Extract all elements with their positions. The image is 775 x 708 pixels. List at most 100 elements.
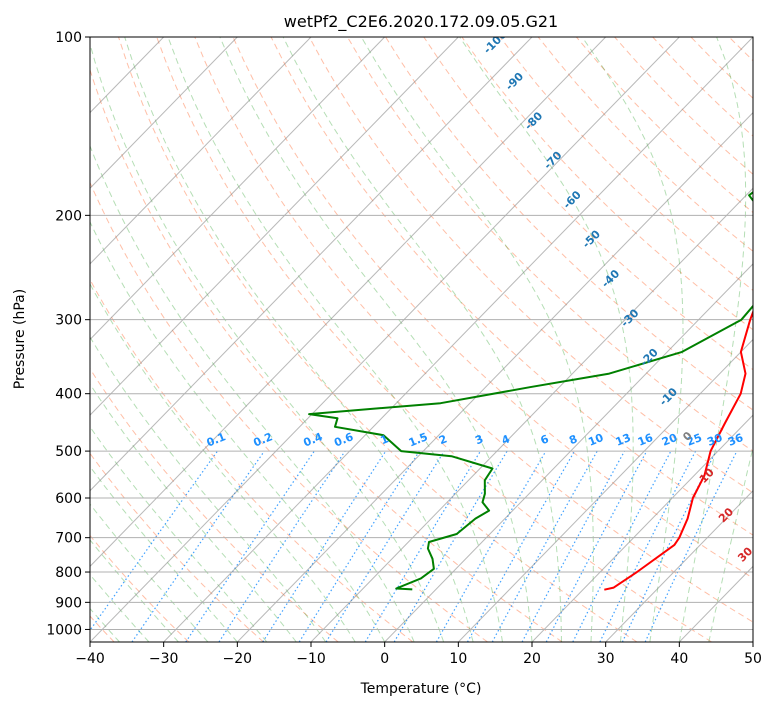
mixing-ratio-label: 0.4 <box>302 430 325 449</box>
moist-adiabat-line <box>90 282 356 642</box>
isotherm-line <box>90 37 607 568</box>
line-labels: 0.1 0.2 0.4 0.6 1 1.5 2 3 4 6 8 10 13 16 20 25 30 36 -100 -… <box>205 28 775 604</box>
dry-adiabat-line <box>90 181 488 642</box>
mixing-ratio-line <box>491 450 598 642</box>
mixing-ratio-line <box>644 450 738 642</box>
x-tick-label: 10 <box>449 651 467 667</box>
moist-adiabat-line <box>708 445 753 642</box>
moist-adiabat-label: -20 <box>638 346 661 369</box>
moist-adiabat-line <box>282 37 562 642</box>
y-tick-label: 400 <box>55 387 82 403</box>
mixing-ratio-label: 3 <box>473 432 485 447</box>
moist-adiabat-line <box>90 503 209 642</box>
dry-adiabat-line <box>194 37 753 623</box>
moist-adiabat-label: -60 <box>561 188 584 211</box>
mixing-ratio-label: 13 <box>614 431 633 449</box>
mixing-ratio-line <box>325 450 445 642</box>
dry-adiabat-line <box>90 534 190 642</box>
moist-adiabat-line <box>581 37 684 642</box>
mixing-ratio-label: 0.6 <box>332 430 355 449</box>
isotherm-line <box>236 111 753 642</box>
moist-adiabat-line <box>90 425 268 642</box>
isotherm-line <box>90 37 238 189</box>
mixing-ratio-line <box>466 450 576 642</box>
y-tick-label: 300 <box>55 313 82 329</box>
dry-adiabat-line <box>90 452 264 642</box>
mixing-ratio-label: 16 <box>636 431 655 449</box>
isotherm-line <box>163 37 753 642</box>
dry-adiabat-line <box>347 37 753 452</box>
dry-adiabat-line <box>232 37 753 579</box>
dry-adiabat-line <box>308 37 753 494</box>
mixing-ratio-label: 1.5 <box>407 430 430 449</box>
x-tick-label: −30 <box>149 651 179 667</box>
mixing-ratio-label: 0.2 <box>252 430 275 449</box>
mixing-ratio-line <box>298 450 421 642</box>
mixing-ratio-label: 10 <box>586 431 605 449</box>
moist-adiabat-line <box>167 37 503 642</box>
mixing-ratio-line <box>218 450 346 642</box>
moist-adiabat-line <box>90 336 327 642</box>
isotherm-line <box>531 414 753 642</box>
mixing-ratio-line <box>364 450 482 642</box>
mixing-ratio-line <box>90 450 218 632</box>
mixing-ratio-line <box>131 450 265 642</box>
moist-adiabat-line <box>90 220 386 642</box>
dry-adiabat-line <box>461 37 753 331</box>
moist-adiabat-line <box>90 465 238 642</box>
y-tick-label: 800 <box>55 565 82 581</box>
moist-adiabat-line <box>678 37 747 642</box>
mixing-ratio-line <box>185 450 315 642</box>
x-tick-label: 20 <box>523 651 541 667</box>
moist-adiabat-line <box>90 383 297 642</box>
isotherm-line <box>90 37 680 642</box>
mixing-ratio-label: 2 <box>437 432 449 447</box>
dry-adiabat-line <box>423 37 753 371</box>
mixing-ratio-line <box>393 450 508 642</box>
dry-adiabat-line <box>767 37 775 642</box>
mixing-ratio-label: 20 <box>660 431 679 449</box>
mixing-ratio-label: 1 <box>379 432 391 447</box>
dry-adiabat-line <box>118 37 638 642</box>
mixing-ratio-label: 4 <box>500 432 512 447</box>
mixing-ratio-label: 25 <box>685 431 704 449</box>
isotherm-line <box>752 641 753 642</box>
isotherm-line <box>90 37 312 265</box>
x-tick-label: 40 <box>670 651 688 667</box>
x-tick-label: 30 <box>597 651 615 667</box>
x-tick-label: −20 <box>223 651 253 667</box>
moist-adiabat-line <box>360 37 594 642</box>
moist-adiabat-line <box>459 37 634 642</box>
moist-adiabat-label: -10 <box>657 385 680 408</box>
mixing-ratio-line <box>521 450 626 642</box>
y-tick-label: 500 <box>55 444 82 460</box>
dry-adiabat-line <box>652 37 753 137</box>
x-tick-label: −10 <box>296 651 326 667</box>
x-tick-label: 50 <box>744 651 762 667</box>
y-tick-label: 900 <box>55 595 82 611</box>
mixing-ratio-label: 36 <box>726 431 745 449</box>
mixing-ratio-label: 6 <box>539 432 551 447</box>
y-tick-label: 200 <box>55 208 82 224</box>
profile-lines <box>308 190 753 591</box>
moist-adiabat-label: 40 <box>755 584 775 604</box>
mixing-ratio-line <box>435 450 547 642</box>
axes: −40 −30 −20 −10 0 10 20 30 40 5010020030040050060… <box>46 30 762 667</box>
y-tick-label: 700 <box>55 531 82 547</box>
isotherm-line <box>90 37 533 492</box>
mixing-ratio-line <box>599 450 697 642</box>
moist-adiabat-label: -80 <box>522 109 545 132</box>
mixing-ratio-line <box>572 450 672 642</box>
moist-adiabat-line <box>124 37 474 642</box>
isotherm-line <box>90 37 459 416</box>
isotherm-line <box>310 187 753 642</box>
moist-adiabat-label: -100 <box>481 28 510 57</box>
temperature-profile-line <box>604 309 753 591</box>
y-tick-label: 600 <box>55 491 82 507</box>
isotherm-line <box>90 37 386 341</box>
moist-adiabat-label: -50 <box>580 227 603 250</box>
plot-frame <box>89 36 754 643</box>
mixing-ratio-label: 0.1 <box>205 430 228 449</box>
moist-adiabat-label: -40 <box>599 267 622 290</box>
moist-adiabat-line <box>90 42 445 642</box>
